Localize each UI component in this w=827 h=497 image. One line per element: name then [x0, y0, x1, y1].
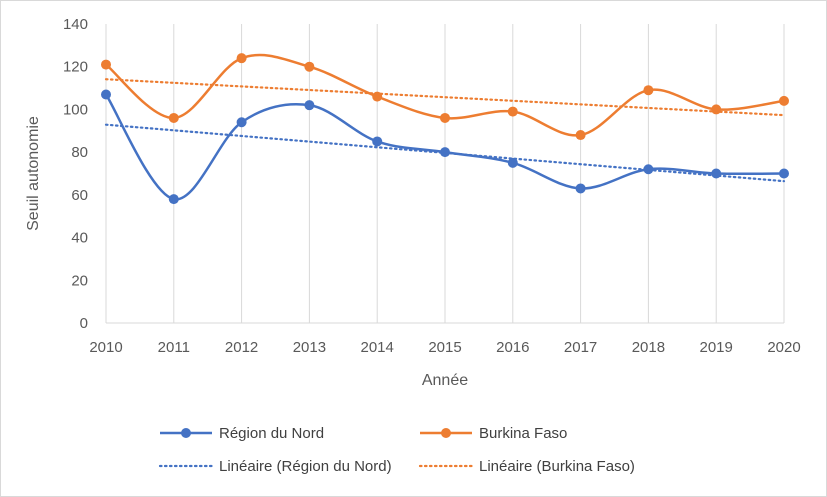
data-point-0-2016	[507, 157, 518, 168]
data-point-1-2020	[779, 95, 789, 106]
x-axis-title: Année	[422, 372, 468, 389]
y-tick-label: 20	[71, 272, 88, 289]
x-tick-label: 2013	[293, 339, 326, 356]
y-axis-ticks: 0 20 40 60 80 100 120 140	[63, 16, 88, 332]
x-tick-label: 2018	[632, 339, 665, 356]
data-point-1-2013	[304, 61, 315, 72]
data-point-0-2019	[711, 168, 722, 179]
data-point-1-2016	[507, 106, 518, 117]
data-point-0-2017	[575, 183, 586, 194]
data-point-0-2013	[304, 100, 315, 111]
x-tick-label: 2012	[225, 339, 258, 356]
data-point-0-2011	[168, 194, 179, 205]
y-tick-label: 120	[63, 59, 88, 76]
legend-item-burkina-faso: Burkina Faso	[420, 425, 567, 442]
data-point-0-2015	[440, 147, 450, 158]
legend: Région du Nord Burkina Faso Linéaire (Ré…	[158, 425, 635, 475]
data-point-1-2015	[440, 112, 450, 123]
y-tick-label: 60	[71, 187, 88, 204]
data-point-1-2012	[236, 53, 247, 64]
x-tick-label: 2015	[428, 339, 461, 356]
data-point-0-2020	[779, 168, 789, 179]
data-point-1-2019	[711, 104, 722, 115]
grid-lines	[105, 24, 785, 323]
data-point-1-2018	[643, 85, 654, 96]
legend-item-region-nord: Région du Nord	[160, 425, 324, 442]
legend-marker-burkina-faso	[441, 428, 451, 438]
legend-item-trend-region-nord: Linéaire (Région du Nord)	[158, 458, 392, 475]
legend-label-region-nord: Région du Nord	[219, 425, 324, 442]
trendline-1	[104, 78, 786, 117]
x-tick-label: 2011	[158, 339, 190, 356]
legend-label-trend-burkina-faso: Linéaire (Burkina Faso)	[479, 458, 635, 475]
x-tick-label: 2020	[767, 339, 800, 356]
data-point-1-2010	[101, 59, 111, 70]
legend-label-burkina-faso: Burkina Faso	[479, 425, 567, 442]
x-tick-label: 2017	[564, 339, 597, 356]
legend-marker-region-nord	[181, 428, 191, 438]
x-tick-label: 2014	[361, 339, 394, 356]
series-markers	[101, 53, 789, 205]
x-axis-ticks: 2010 2011 2012 2013 2014 2015 2016 2017 2018 2019…	[89, 339, 800, 356]
x-tick-label: 2010	[89, 339, 122, 356]
x-tick-label: 2019	[700, 339, 733, 356]
data-point-1-2017	[575, 130, 586, 141]
y-tick-label: 40	[71, 230, 88, 247]
data-point-1-2014	[372, 91, 383, 102]
y-tick-label: 100	[63, 101, 88, 118]
legend-item-trend-burkina-faso: Linéaire (Burkina Faso)	[418, 458, 635, 475]
x-tick-label: 2016	[496, 339, 529, 356]
data-point-0-2012	[236, 117, 247, 128]
y-tick-label: 0	[80, 315, 88, 332]
data-point-0-2010	[101, 89, 111, 100]
y-tick-label: 140	[63, 16, 88, 33]
data-point-0-2014	[372, 136, 383, 147]
data-point-1-2011	[168, 112, 179, 123]
data-point-0-2018	[643, 164, 654, 175]
series-line-0	[104, 93, 785, 201]
y-axis-title: Seuil autonomie	[25, 116, 42, 231]
legend-label-trend-region-nord: Linéaire (Région du Nord)	[219, 458, 392, 475]
y-tick-label: 80	[71, 144, 88, 161]
